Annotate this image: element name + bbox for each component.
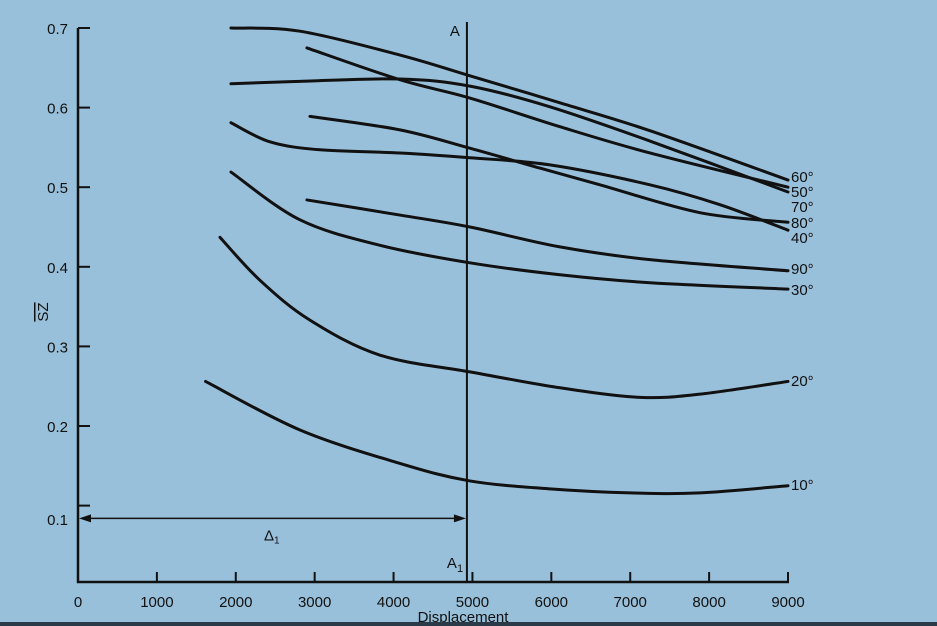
delta-label: Δ1 xyxy=(264,527,280,546)
y-tick-label: 0.6 xyxy=(47,101,68,118)
a1-main: A xyxy=(447,555,457,572)
x-tick-label: 1000 xyxy=(140,594,173,611)
axes xyxy=(76,28,789,584)
y-tick-label: 0.7 xyxy=(47,21,68,38)
y-axis-label: SZ xyxy=(35,302,52,321)
series-label-80deg: 80° xyxy=(791,215,814,232)
series-label-10deg: 10° xyxy=(791,477,814,494)
a1-sub: 1 xyxy=(457,563,463,575)
x-tick-label: 8000 xyxy=(692,594,725,611)
x-tick-label: 9000 xyxy=(771,594,804,611)
series-line-90deg xyxy=(305,198,790,273)
series-line-70deg xyxy=(305,46,790,189)
y-tick-label: 0.5 xyxy=(47,180,68,197)
x-tick-label: 2000 xyxy=(219,594,252,611)
series-line-60deg xyxy=(229,26,790,182)
delta-main: Δ xyxy=(264,527,274,544)
series-label-30deg: 30° xyxy=(791,282,814,299)
x-axis-label: Displacement xyxy=(418,609,510,626)
series-line-40deg xyxy=(229,121,790,232)
series-label-50deg: 50° xyxy=(791,184,814,201)
delta-sub: 1 xyxy=(274,535,280,546)
annotations: A A1 Δ1 xyxy=(79,22,468,582)
series-label-70deg: 70° xyxy=(791,199,814,216)
x-tick-label: 6000 xyxy=(535,594,568,611)
y-tick-label: 0.2 xyxy=(47,419,68,436)
x-tick-label: 0 xyxy=(74,594,82,611)
series-label-40deg: 40° xyxy=(791,230,814,247)
y-tick-label: 0.3 xyxy=(47,339,68,356)
y-tick-label: 0.1 xyxy=(47,512,68,529)
section-label-a1: A1 xyxy=(447,555,463,575)
ticks: 0 1000 2000 3000 4000 5000 6000 7000 8000 9000 0.1… xyxy=(47,21,805,611)
x-tick-label: 3000 xyxy=(298,594,331,611)
series-label-90deg: 90° xyxy=(791,261,814,278)
x-tick-label: 7000 xyxy=(614,594,647,611)
curves: 60°50°70°80°40° 90° 30° 20° 10° xyxy=(204,26,814,496)
series-line-10deg xyxy=(204,379,790,496)
delta-arrow-left xyxy=(79,514,91,523)
x-tick-label: 4000 xyxy=(377,594,410,611)
x-tick-label: 5000 xyxy=(456,594,489,611)
series-line-50deg xyxy=(229,77,790,194)
delta-arrow-right xyxy=(453,514,466,523)
series-label-60deg: 60° xyxy=(791,169,814,186)
series-line-80deg xyxy=(308,114,790,224)
series-label-20deg: 20° xyxy=(791,373,814,390)
section-label-a: A xyxy=(450,23,460,40)
y-tick-label: 0.4 xyxy=(47,260,68,277)
bottom-border xyxy=(0,622,937,626)
series-line-20deg xyxy=(218,235,790,400)
series-line-30deg xyxy=(229,170,790,291)
